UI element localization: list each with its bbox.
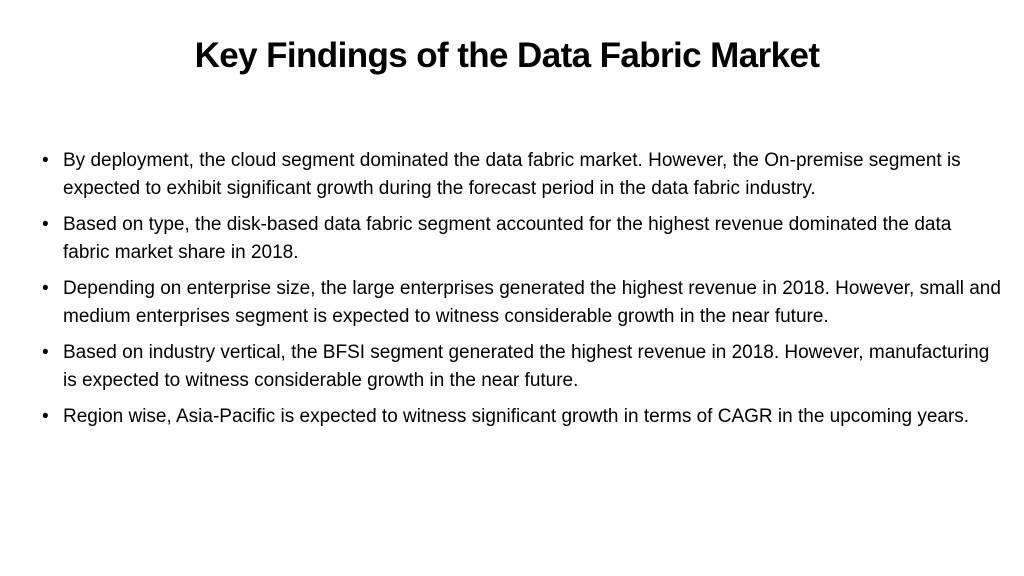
bullet-item-deployment: • By deployment, the cloud segment domin… [42, 147, 1002, 203]
bullet-item-type: • Based on type, the disk-based data fab… [42, 211, 1002, 267]
bullet-item-region: • Region wise, Asia-Pacific is expected … [42, 403, 1002, 431]
bullet-list: • By deployment, the cloud segment domin… [42, 147, 1002, 439]
bullet-marker: • [42, 342, 49, 363]
bullet-text: Region wise, Asia-Pacific is expected to… [63, 406, 970, 427]
slide-title: Key Findings of the Data Fabric Market [194, 36, 820, 75]
bullet-marker: • [42, 278, 49, 299]
bullet-item-industry-vertical: • Based on industry vertical, the BFSI s… [42, 339, 1002, 395]
bullet-marker: • [42, 150, 49, 171]
bullet-text: Depending on enterprise size, the large … [63, 278, 1001, 327]
bullet-marker: • [42, 406, 49, 427]
bullet-item-enterprise-size: • Depending on enterprise size, the larg… [42, 275, 1002, 331]
bullet-text: Based on type, the disk-based data fabri… [63, 214, 952, 263]
bullet-text: Based on industry vertical, the BFSI seg… [63, 342, 990, 391]
bullet-marker: • [42, 214, 49, 235]
bullet-text: By deployment, the cloud segment dominat… [63, 150, 961, 199]
